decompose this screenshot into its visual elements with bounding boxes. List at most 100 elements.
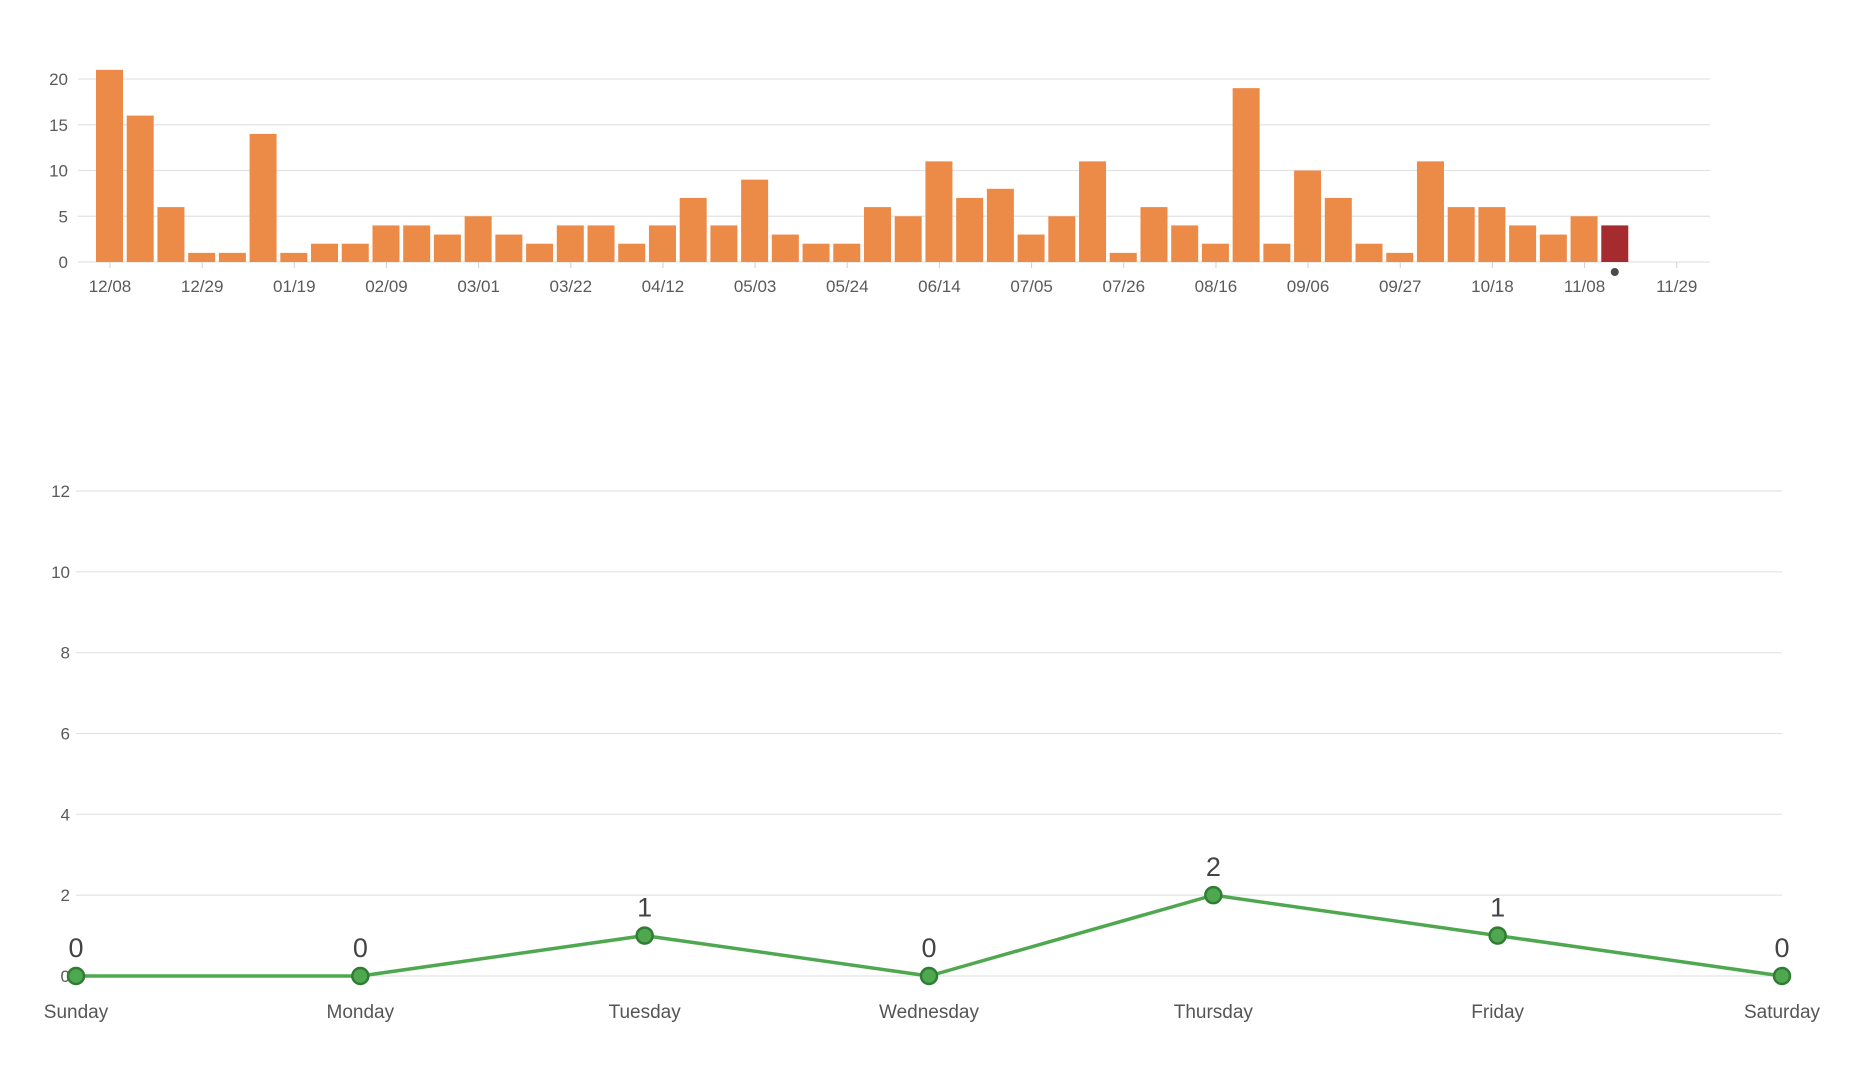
bar	[648, 225, 676, 262]
bar-x-tick-label: 08/16	[1195, 277, 1238, 296]
bar-x-tick-label: 09/06	[1287, 277, 1330, 296]
line-y-tick-label: 6	[61, 725, 70, 744]
bar-x-tick-label: 11/29	[1656, 277, 1697, 296]
bar	[925, 161, 953, 262]
bar	[1140, 207, 1168, 262]
bar	[1079, 161, 1107, 262]
bar	[1263, 243, 1291, 262]
bar	[618, 243, 646, 262]
bar	[710, 225, 738, 262]
bar	[1447, 207, 1475, 262]
bar-x-tick-label: 10/18	[1471, 277, 1514, 296]
bar	[341, 243, 369, 262]
data-label: 0	[353, 933, 368, 963]
bar	[833, 243, 861, 262]
line-y-tick-label: 12	[51, 482, 70, 501]
bar	[986, 188, 1014, 262]
bar	[495, 234, 523, 262]
bar	[403, 225, 431, 262]
data-point	[351, 966, 370, 986]
line-y-tick-label: 4	[61, 805, 70, 824]
data-point	[1204, 885, 1223, 905]
line-y-tick-label: 10	[51, 563, 70, 582]
line-x-category-label: Thursday	[1174, 1002, 1254, 1023]
bar	[1355, 243, 1383, 262]
data-label: 2	[1206, 852, 1221, 882]
bar-y-tick-label: 15	[49, 116, 68, 135]
bar-x-tick-label: 07/26	[1102, 277, 1145, 296]
bar-y-tick-label: 10	[49, 162, 68, 181]
data-label: 1	[637, 893, 652, 923]
bar	[126, 115, 154, 262]
bar-x-tick-label: 03/22	[550, 277, 593, 296]
bar-y-tick-label: 0	[59, 253, 68, 272]
line-y-tick-label: 2	[61, 886, 70, 905]
bar	[1324, 197, 1352, 262]
bar	[1294, 170, 1322, 262]
bar-x-tick-label: 05/03	[734, 277, 777, 296]
bar	[679, 197, 707, 262]
bar	[956, 197, 984, 262]
bar	[1539, 234, 1567, 262]
data-point	[919, 966, 939, 986]
data-label: 1	[1490, 893, 1505, 923]
line-x-category-label: Saturday	[1744, 1002, 1821, 1023]
line-y-tick-label: 0	[61, 967, 70, 986]
bar	[1232, 88, 1260, 263]
bar-x-tick-label: 12/29	[181, 277, 224, 296]
bar-x-tick-label: 09/27	[1379, 277, 1422, 296]
bar-x-tick-label: 02/09	[365, 277, 408, 296]
data-label: 0	[68, 933, 83, 963]
bar	[864, 207, 891, 262]
bar-x-tick-label: 05/24	[826, 277, 869, 296]
bar	[587, 225, 615, 262]
line-y-tick-label: 8	[61, 644, 70, 663]
bar	[1478, 207, 1506, 262]
data-point	[1488, 926, 1507, 945]
bar-x-tick-label: 04/12	[642, 277, 685, 296]
bar	[311, 243, 339, 262]
data-point	[1772, 966, 1792, 986]
bar	[1048, 216, 1076, 262]
bar-y-tick-label: 20	[49, 70, 68, 89]
bar	[802, 243, 830, 262]
line-x-category-label: Tuesday	[609, 1002, 682, 1023]
bar	[372, 225, 400, 262]
bar	[464, 216, 492, 262]
bar	[1416, 161, 1444, 262]
bar-x-tick-label: 07/05	[1010, 277, 1053, 296]
bar	[249, 133, 277, 262]
bar	[433, 234, 461, 262]
bar-x-tick-label: 11/08	[1564, 277, 1605, 296]
line-x-category-label: Wednesday	[879, 1002, 979, 1023]
bar	[1017, 234, 1045, 262]
bar-y-tick-label: 5	[59, 207, 68, 226]
bar	[556, 225, 584, 262]
data-label: 0	[1774, 933, 1789, 963]
bar	[96, 69, 123, 262]
bar	[741, 179, 769, 262]
bar-x-tick-label: 06/14	[918, 277, 961, 296]
bar	[1509, 225, 1537, 262]
bar-x-tick-label: 12/08	[89, 277, 132, 296]
bar	[1171, 225, 1199, 262]
current-week-marker	[1610, 268, 1619, 276]
data-point	[66, 966, 86, 986]
bar	[771, 234, 799, 262]
line-x-category-label: Friday	[1471, 1002, 1524, 1023]
data-point	[635, 926, 654, 945]
bar	[1201, 243, 1229, 262]
bar	[157, 207, 185, 262]
bar	[526, 243, 554, 262]
highlighted-bar	[1601, 225, 1629, 262]
bar	[1570, 216, 1598, 262]
bar	[188, 252, 216, 262]
bar	[218, 252, 246, 262]
bar-x-tick-label: 03/01	[457, 277, 500, 296]
data-label: 0	[921, 933, 936, 963]
weekly-bar-chart: 0 5 10 15 20 12/08 12/29 01/19 02/09 03/01 03/22 0…	[49, 69, 1710, 296]
bar-x-tick-label: 01/19	[273, 277, 316, 296]
line-x-category-label: Monday	[327, 1002, 395, 1023]
